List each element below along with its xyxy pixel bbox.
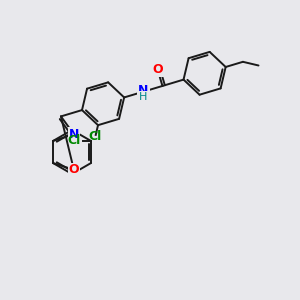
Text: Cl: Cl — [88, 130, 102, 143]
Text: O: O — [69, 163, 79, 176]
Text: N: N — [69, 128, 79, 141]
Text: Cl: Cl — [68, 134, 81, 148]
Text: H: H — [139, 92, 148, 102]
Text: N: N — [138, 84, 148, 97]
Text: O: O — [152, 63, 163, 76]
